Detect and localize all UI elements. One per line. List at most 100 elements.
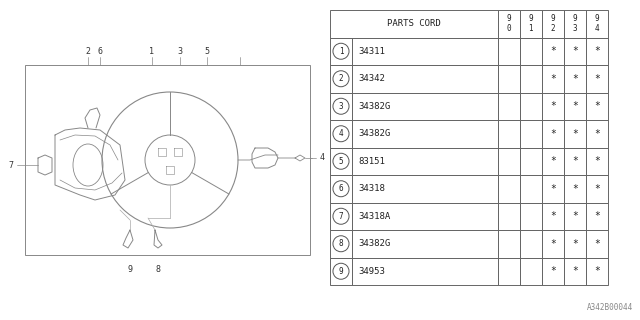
Text: *: *	[594, 239, 600, 249]
Bar	[352, 65, 497, 92]
Text: *: *	[572, 239, 578, 249]
Bar	[586, 92, 608, 120]
Bar	[352, 120, 497, 148]
Text: 1: 1	[150, 47, 154, 57]
Bar	[541, 258, 564, 285]
Bar	[564, 37, 586, 65]
Text: *: *	[550, 46, 556, 56]
Bar	[330, 120, 352, 148]
Text: 4: 4	[319, 154, 324, 163]
Bar	[352, 92, 497, 120]
Bar	[330, 92, 352, 120]
Text: *: *	[594, 156, 600, 166]
Bar	[352, 203, 497, 230]
Bar	[541, 92, 564, 120]
Bar	[497, 175, 520, 203]
Bar	[564, 10, 586, 37]
Bar	[352, 175, 497, 203]
Bar	[564, 175, 586, 203]
Text: 8: 8	[339, 239, 343, 248]
Bar	[541, 120, 564, 148]
Text: 34382G: 34382G	[358, 129, 390, 138]
Text: 83151: 83151	[358, 157, 385, 166]
Bar	[541, 230, 564, 258]
Bar	[330, 148, 352, 175]
Bar	[497, 120, 520, 148]
Bar	[564, 65, 586, 92]
Text: 7: 7	[8, 161, 13, 170]
Text: 5: 5	[339, 157, 343, 166]
Bar	[497, 92, 520, 120]
Bar	[520, 148, 541, 175]
Text: 6: 6	[339, 184, 343, 193]
Text: *: *	[550, 101, 556, 111]
Text: *: *	[572, 184, 578, 194]
Text: 9
1: 9 1	[529, 14, 533, 34]
Bar	[564, 120, 586, 148]
Bar	[330, 258, 352, 285]
Text: 34311: 34311	[358, 47, 385, 56]
Text: *: *	[572, 156, 578, 166]
Text: *: *	[550, 239, 556, 249]
Text: 3: 3	[339, 102, 343, 111]
Bar	[520, 92, 541, 120]
Text: *: *	[550, 129, 556, 139]
Bar	[520, 230, 541, 258]
Text: PARTS CORD: PARTS CORD	[387, 19, 440, 28]
Text: *: *	[572, 211, 578, 221]
Bar	[586, 65, 608, 92]
Text: 9
2: 9 2	[550, 14, 555, 34]
Text: *: *	[594, 266, 600, 276]
Bar	[586, 37, 608, 65]
Text: 34342: 34342	[358, 74, 385, 83]
Text: *: *	[594, 46, 600, 56]
Bar	[586, 175, 608, 203]
Text: *: *	[594, 74, 600, 84]
Text: 1: 1	[339, 47, 343, 56]
Text: *: *	[550, 74, 556, 84]
Bar	[586, 203, 608, 230]
Text: 9
3: 9 3	[573, 14, 577, 34]
Text: *: *	[572, 74, 578, 84]
Text: 9
4: 9 4	[595, 14, 599, 34]
Bar	[25, 65, 310, 255]
Text: *: *	[550, 184, 556, 194]
Text: 9: 9	[339, 267, 343, 276]
Bar	[520, 120, 541, 148]
Bar	[564, 148, 586, 175]
Bar	[520, 258, 541, 285]
Text: 34382G: 34382G	[358, 102, 390, 111]
Text: *: *	[572, 101, 578, 111]
Text: 5: 5	[205, 47, 209, 57]
Bar	[352, 148, 497, 175]
Bar	[541, 37, 564, 65]
Bar	[497, 10, 520, 37]
Bar	[330, 203, 352, 230]
Bar	[564, 203, 586, 230]
Text: 34318: 34318	[358, 184, 385, 193]
Bar	[586, 10, 608, 37]
Bar	[497, 37, 520, 65]
Bar	[330, 230, 352, 258]
Text: *: *	[594, 101, 600, 111]
Text: 7: 7	[339, 212, 343, 221]
Bar	[520, 65, 541, 92]
Bar	[330, 10, 497, 37]
Text: 9
0: 9 0	[506, 14, 511, 34]
Bar	[330, 175, 352, 203]
Text: 2: 2	[339, 74, 343, 83]
Bar	[497, 258, 520, 285]
Bar	[586, 120, 608, 148]
Text: 2: 2	[86, 47, 90, 57]
Bar	[520, 10, 541, 37]
Bar	[352, 37, 497, 65]
Bar	[541, 175, 564, 203]
Text: *: *	[572, 46, 578, 56]
Text: 34953: 34953	[358, 267, 385, 276]
Text: *: *	[550, 156, 556, 166]
Bar	[520, 175, 541, 203]
Text: *: *	[594, 184, 600, 194]
Bar	[352, 230, 497, 258]
Bar	[497, 65, 520, 92]
Bar	[541, 203, 564, 230]
